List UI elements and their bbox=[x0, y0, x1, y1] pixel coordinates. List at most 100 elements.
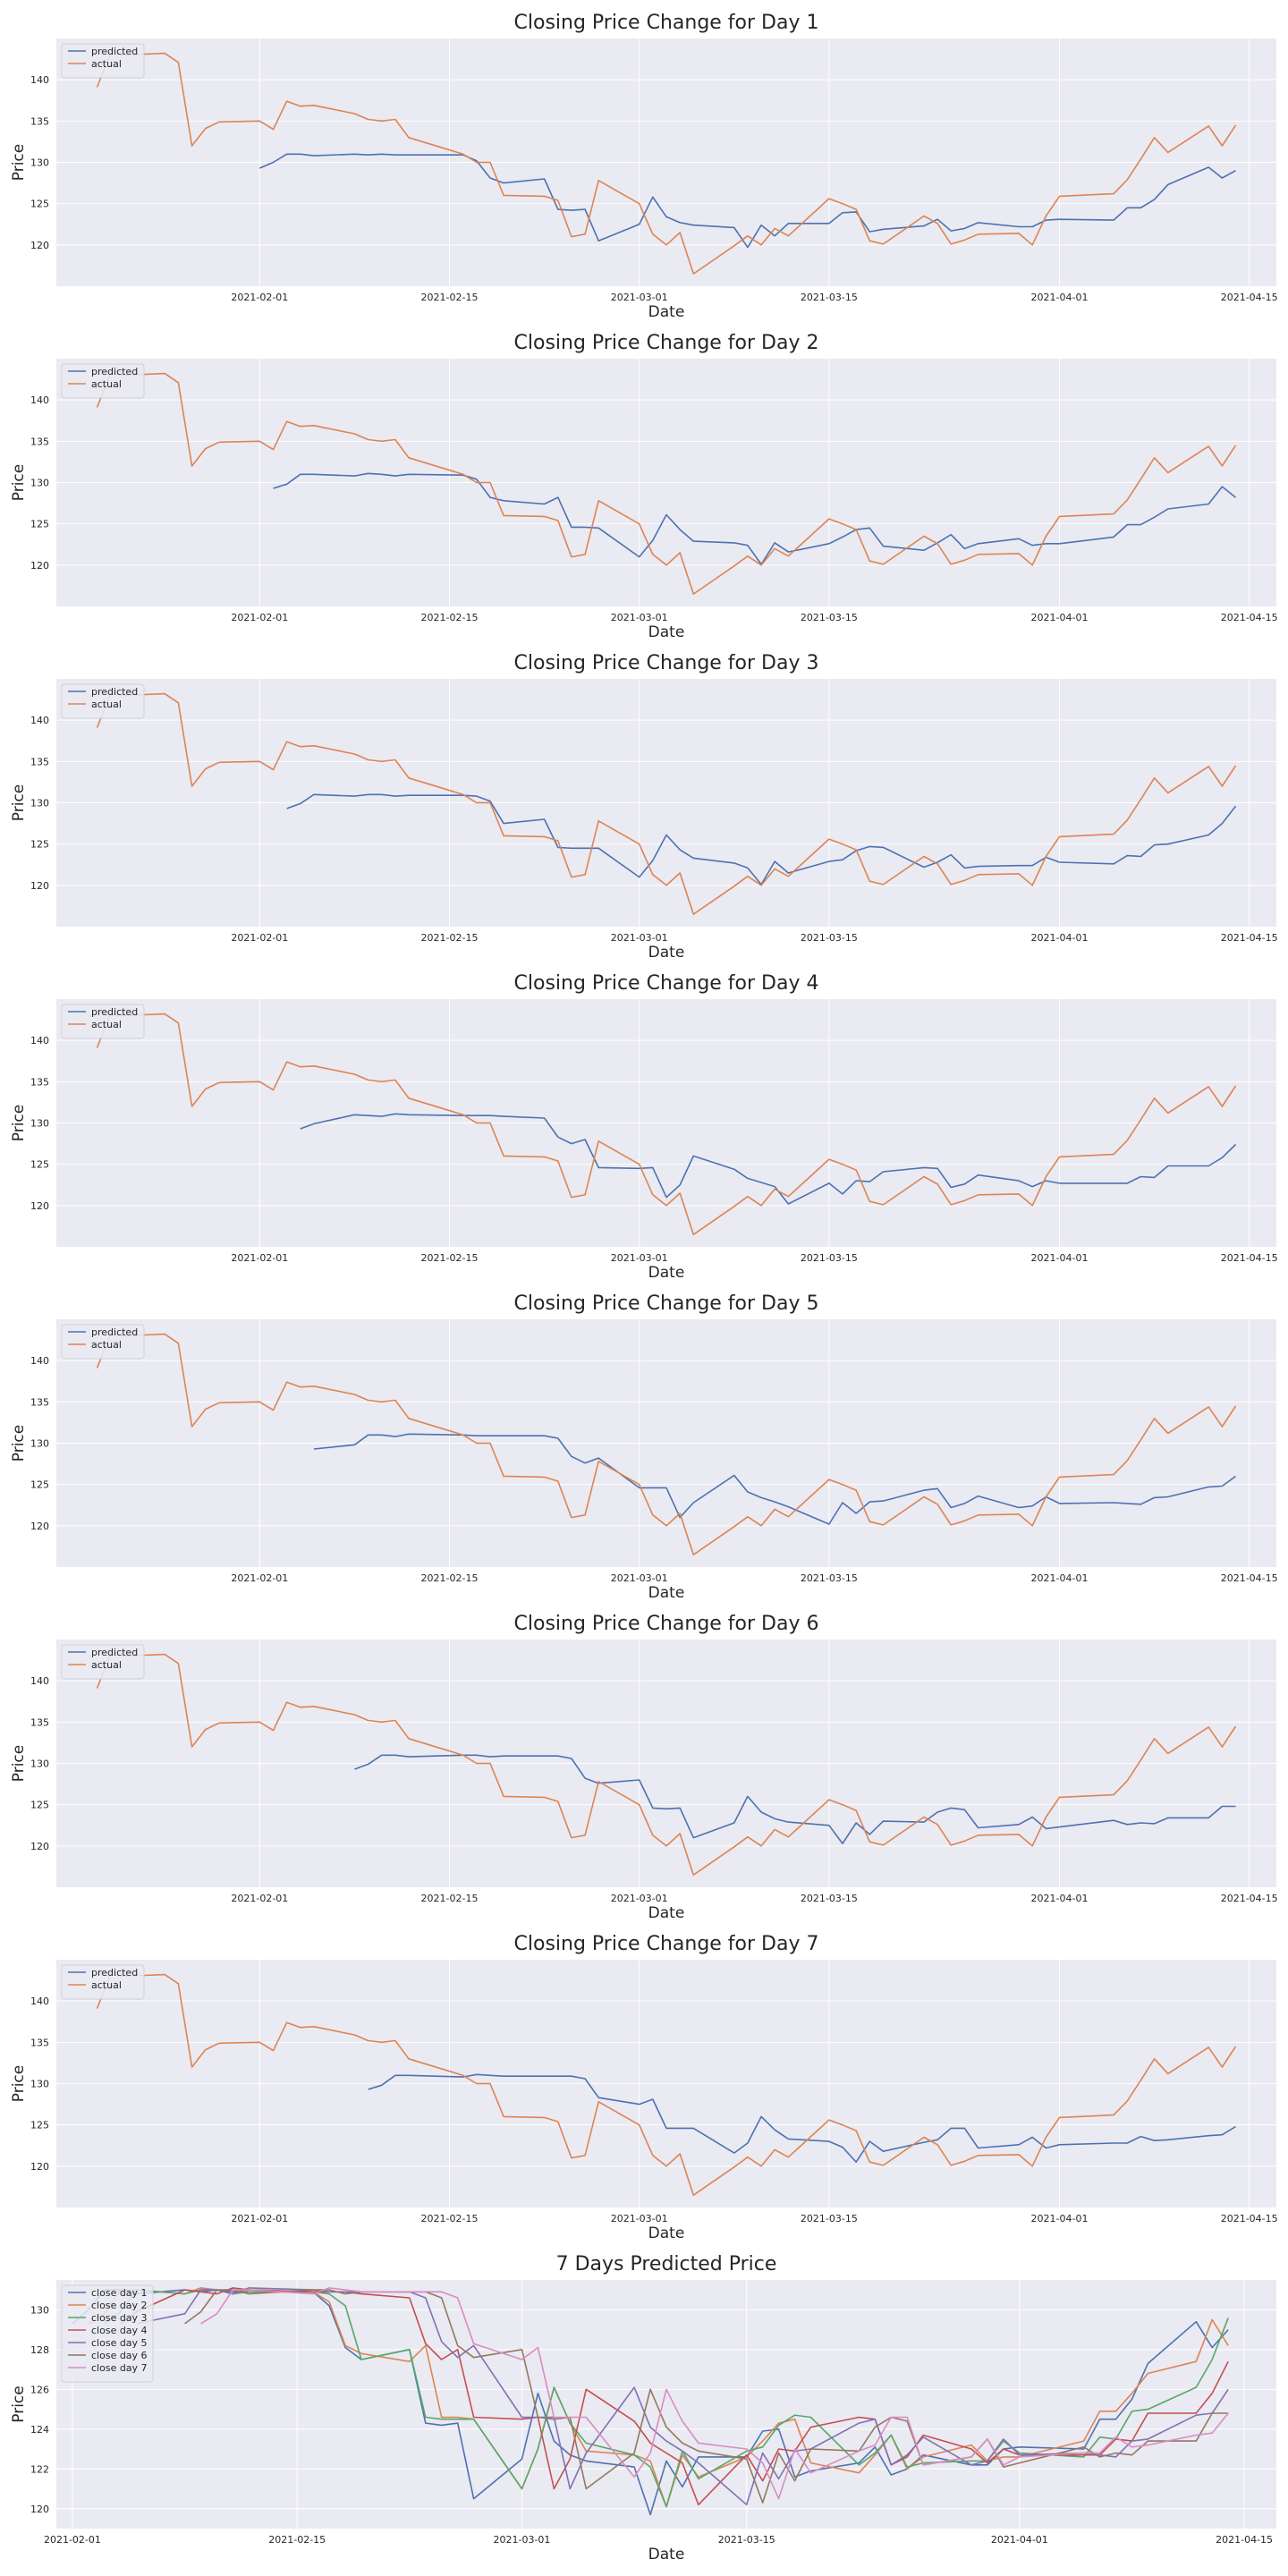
y-tick-label: 120 bbox=[30, 2504, 49, 2515]
x-tick-label: 2021-03-01 bbox=[611, 2213, 668, 2224]
x-tick-label: 2021-04-01 bbox=[1031, 1252, 1089, 1264]
x-tick-label: 2021-02-15 bbox=[421, 1572, 479, 1584]
y-axis-label: Price bbox=[10, 144, 28, 181]
x-axis-label: Date bbox=[648, 944, 685, 962]
chart-title: Closing Price Change for Day 1 bbox=[514, 12, 819, 34]
y-axis-label: Price bbox=[10, 464, 28, 501]
legend-label: actual bbox=[91, 1979, 122, 1991]
series-line-actual bbox=[96, 372, 1237, 595]
legend-box bbox=[61, 1964, 145, 2000]
x-tick-label: 2021-02-01 bbox=[231, 932, 288, 944]
y-tick-label: 140 bbox=[30, 1996, 49, 2007]
y-tick-label: 125 bbox=[30, 519, 49, 530]
x-tick-label: 2021-02-01 bbox=[231, 292, 288, 303]
x-tick-label: 2021-04-01 bbox=[1031, 1893, 1089, 1904]
chart-panel-6: 2021-02-01 2021-02-15 2021-03-01 2021-03-15… bbox=[10, 1613, 1278, 1922]
series-line-actual bbox=[96, 52, 1237, 275]
x-tick-label: 2021-03-15 bbox=[801, 1252, 858, 1264]
y-tick-label: 124 bbox=[30, 2424, 49, 2436]
legend-label: close day 1 bbox=[91, 2287, 148, 2299]
x-axis-label: Date bbox=[648, 1904, 685, 1922]
x-tick-label: 2021-04-15 bbox=[1221, 932, 1278, 944]
x-axis-label: Date bbox=[648, 2224, 685, 2242]
series-line-predicted bbox=[313, 1433, 1236, 1525]
x-tick-label: 2021-04-01 bbox=[1031, 1572, 1089, 1584]
legend-label: actual bbox=[91, 378, 122, 390]
y-tick-label: 135 bbox=[30, 756, 49, 767]
x-tick-label: 2021-03-15 bbox=[801, 2213, 858, 2224]
x-tick-label: 2021-03-01 bbox=[611, 1893, 668, 1904]
chart-title: Closing Price Change for Day 5 bbox=[514, 1292, 819, 1315]
y-tick-label: 140 bbox=[30, 1355, 49, 1367]
y-tick-label: 135 bbox=[30, 1396, 49, 1408]
x-tick-label: 2021-03-01 bbox=[494, 2534, 551, 2546]
x-tick-label: 2021-03-15 bbox=[801, 612, 858, 623]
x-tick-label: 2021-02-15 bbox=[268, 2534, 326, 2546]
y-tick-label: 130 bbox=[30, 478, 49, 489]
legend-label: close day 2 bbox=[91, 2300, 148, 2311]
y-tick-label: 140 bbox=[30, 1035, 49, 1046]
y-tick-label: 135 bbox=[30, 2037, 49, 2048]
y-tick-label: 135 bbox=[30, 115, 49, 127]
legend-label: actual bbox=[91, 1019, 122, 1030]
y-tick-label: 130 bbox=[30, 157, 49, 169]
legend-label: predicted bbox=[91, 1647, 138, 1658]
y-tick-label: 126 bbox=[30, 2384, 49, 2395]
chart-panel-7: 2021-02-01 2021-02-15 2021-03-01 2021-03-15… bbox=[10, 1933, 1278, 2242]
x-axis-label: Date bbox=[648, 1584, 685, 1602]
y-tick-label: 135 bbox=[30, 1716, 49, 1728]
y-tick-label: 125 bbox=[30, 1800, 49, 1811]
y-tick-label: 120 bbox=[30, 880, 49, 892]
y-axis-label: Price bbox=[10, 2385, 28, 2422]
series-line-actual bbox=[96, 692, 1237, 915]
y-tick-label: 135 bbox=[30, 436, 49, 447]
series-line-predicted bbox=[354, 1754, 1236, 1844]
series-line-actual bbox=[96, 1653, 1237, 1876]
legend-label: predicted bbox=[91, 1967, 138, 1979]
legend-box bbox=[61, 683, 145, 719]
series-line-close-day-7 bbox=[200, 2287, 1229, 2500]
y-tick-label: 140 bbox=[30, 1675, 49, 1687]
y-tick-label: 130 bbox=[30, 2079, 49, 2090]
x-tick-label: 2021-04-15 bbox=[1221, 2213, 1278, 2224]
legend-label: predicted bbox=[91, 1006, 138, 1018]
legend-label: actual bbox=[91, 1659, 122, 1671]
legend-label: predicted bbox=[91, 686, 138, 698]
x-tick-label: 2021-02-15 bbox=[421, 612, 479, 623]
y-tick-label: 140 bbox=[30, 715, 49, 726]
chart-panel-8: 2021-02-01 2021-02-15 2021-03-01 2021-03-15… bbox=[10, 2253, 1276, 2563]
chart-title: Closing Price Change for Day 6 bbox=[514, 1613, 819, 1635]
x-tick-label: 2021-02-15 bbox=[421, 292, 479, 303]
legend-label: actual bbox=[91, 58, 122, 70]
y-tick-label: 125 bbox=[30, 839, 49, 851]
x-tick-label: 2021-03-15 bbox=[801, 932, 858, 944]
legend-label: close day 7 bbox=[91, 2362, 148, 2374]
chart-panel-1: 2021-02-01 2021-02-15 2021-03-01 2021-03-15… bbox=[10, 12, 1278, 321]
x-tick-label: 2021-04-01 bbox=[1031, 2213, 1089, 2224]
chart-title: 7 Days Predicted Price bbox=[556, 2253, 777, 2275]
x-tick-label: 2021-04-01 bbox=[1031, 932, 1089, 944]
x-tick-label: 2021-04-15 bbox=[1221, 612, 1278, 623]
y-tick-label: 120 bbox=[30, 1521, 49, 1532]
chart-title: Closing Price Change for Day 3 bbox=[514, 652, 819, 674]
chart-title: Closing Price Change for Day 4 bbox=[514, 972, 819, 995]
legend-label: actual bbox=[91, 699, 122, 710]
x-tick-label: 2021-04-01 bbox=[991, 2534, 1048, 2546]
plot-area bbox=[56, 2280, 1276, 2529]
y-tick-label: 125 bbox=[30, 1479, 49, 1491]
y-tick-label: 135 bbox=[30, 1076, 49, 1088]
legend-box bbox=[61, 1004, 145, 1039]
x-tick-label: 2021-02-01 bbox=[231, 612, 288, 623]
legend-label: predicted bbox=[91, 366, 138, 377]
x-tick-label: 2021-02-01 bbox=[231, 1572, 288, 1584]
series-line-predicted bbox=[368, 2073, 1236, 2163]
y-tick-label: 130 bbox=[30, 1438, 49, 1450]
x-tick-label: 2021-04-01 bbox=[1031, 612, 1089, 623]
y-tick-label: 140 bbox=[30, 74, 49, 86]
x-tick-label: 2021-04-15 bbox=[1221, 1252, 1278, 1264]
y-axis-label: Price bbox=[10, 1105, 28, 1141]
